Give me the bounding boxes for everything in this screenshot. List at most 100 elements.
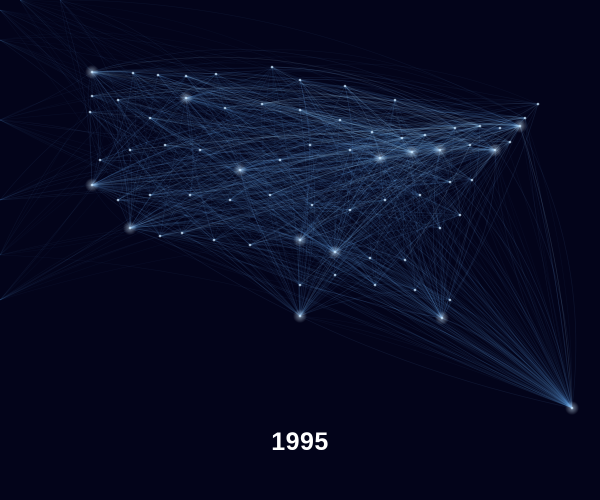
route-line [279, 159, 376, 286]
route-line [299, 239, 573, 409]
route-line [91, 71, 187, 77]
route-line [129, 159, 281, 229]
route-line [414, 289, 573, 409]
route-line [185, 97, 451, 183]
route-line [344, 85, 441, 151]
route-line [229, 159, 281, 201]
route-line [519, 125, 573, 409]
route-line [299, 109, 473, 181]
route-line [494, 149, 573, 409]
route-line [299, 79, 315, 317]
route-line [379, 144, 471, 159]
route-line [334, 131, 373, 253]
route-line [185, 97, 313, 206]
route-line [89, 111, 481, 127]
route-line [129, 149, 443, 319]
route-line [19, 0, 456, 129]
route-line [0, 157, 381, 256]
route-line [349, 149, 441, 229]
route-line [164, 144, 241, 171]
route-line [19, 0, 93, 73]
route-line [185, 69, 521, 127]
route-line [239, 128, 496, 171]
route-line [189, 194, 573, 409]
route-line [0, 227, 131, 301]
route-line [149, 149, 496, 202]
route-line [164, 144, 231, 201]
route-line [132, 72, 301, 317]
route-line [0, 119, 371, 259]
route-line [149, 117, 573, 409]
route-line [299, 284, 573, 409]
route-line [157, 74, 241, 171]
route-line [91, 179, 191, 196]
route-line [117, 199, 301, 317]
route-line [0, 75, 187, 256]
route-line [213, 181, 451, 241]
route-line [91, 117, 151, 186]
route-line [91, 83, 403, 139]
route-line [334, 157, 381, 276]
route-line [349, 149, 573, 409]
route-line [164, 144, 451, 188]
route-line [379, 157, 461, 216]
route-line [239, 127, 501, 171]
route-line [0, 9, 161, 237]
route-line [91, 137, 403, 186]
route-line [199, 125, 521, 156]
route-line [129, 97, 187, 229]
route-line [379, 123, 521, 159]
route-line [91, 70, 187, 99]
route-line [99, 116, 501, 161]
route-line [379, 157, 473, 181]
route-line [129, 149, 376, 286]
route-line [374, 149, 441, 286]
route-line [185, 97, 403, 139]
route-line [261, 96, 481, 127]
route-line [349, 100, 539, 151]
route-line [157, 74, 241, 171]
airport-node [248, 243, 252, 247]
route-line [344, 85, 496, 151]
route-line [469, 144, 573, 409]
route-line [271, 66, 313, 206]
route-line [149, 117, 413, 153]
route-line [249, 244, 573, 409]
route-line [129, 227, 573, 409]
route-line [334, 144, 471, 253]
route-line [91, 144, 471, 188]
route-line [117, 199, 573, 409]
route-line [411, 151, 451, 301]
route-line [157, 74, 573, 409]
route-line [91, 73, 217, 186]
route-line [189, 194, 573, 409]
route-line [149, 74, 159, 119]
route-line [519, 125, 573, 409]
route-line [334, 179, 473, 253]
route-line [261, 103, 336, 253]
route-line [261, 103, 301, 317]
route-line [344, 85, 451, 183]
route-line [401, 103, 539, 139]
route-line [132, 72, 443, 319]
airport-node [373, 283, 377, 287]
route-line [129, 227, 376, 286]
route-line [439, 227, 573, 409]
route-line [185, 97, 271, 196]
route-line [449, 181, 573, 409]
route-line [339, 119, 573, 409]
route-line [299, 204, 313, 317]
route-line [309, 127, 456, 146]
route-line [269, 125, 521, 196]
route-line [91, 67, 539, 105]
route-line [261, 103, 421, 196]
route-line [299, 209, 351, 317]
route-line [189, 137, 403, 196]
route-line [299, 109, 451, 183]
route-line [299, 151, 413, 317]
route-line [299, 79, 456, 129]
route-line [164, 85, 346, 146]
route-line [91, 184, 191, 196]
route-line [149, 194, 336, 253]
airport-node [410, 150, 414, 154]
